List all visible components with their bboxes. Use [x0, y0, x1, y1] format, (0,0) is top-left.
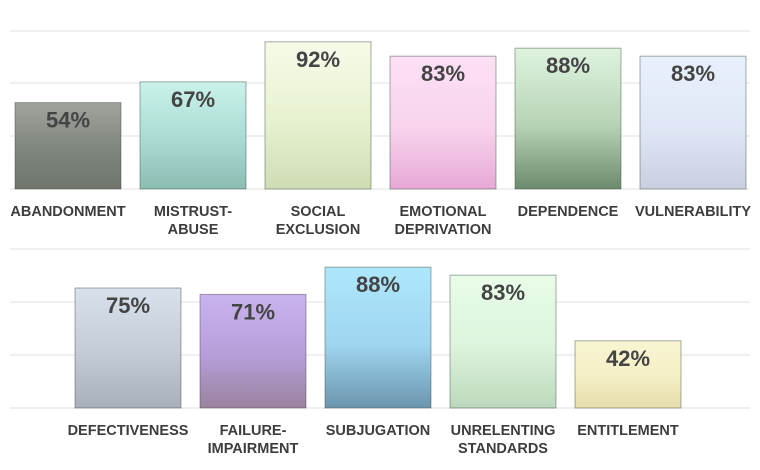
bar-value-label: 83%: [671, 61, 715, 86]
bar: [199, 293, 307, 409]
chart-panel-bottom: 75% DEFECTIVENESS 71% FAILURE-IMPAIRMENT 88%…: [10, 248, 750, 457]
category-label: ABANDONMENT: [10, 204, 125, 220]
bar: [574, 340, 682, 409]
category-label: VULNERABILITY: [635, 204, 751, 220]
bar-value-label: 75%: [106, 293, 150, 318]
bar: [324, 266, 432, 409]
bar-value-label: 71%: [231, 299, 275, 324]
bar: [389, 55, 497, 190]
category-label: EMOTIONAL DEPRIVATION: [395, 204, 492, 238]
bar: [639, 55, 747, 190]
bar-value-label: 67%: [171, 87, 215, 112]
bar-value-label: 83%: [481, 280, 525, 305]
chart-panel-top: 54% ABANDONMENT 67% MISTRUST-ABUSE 92% SOCIAL…: [10, 30, 751, 238]
bar: [139, 81, 247, 190]
bar-value-label: 88%: [546, 53, 590, 78]
bar-value-label: 92%: [296, 47, 340, 72]
category-label: FAILURE-IMPAIRMENT: [208, 423, 299, 457]
category-label: UNRELENTING STANDARDS: [451, 423, 556, 457]
category-label: DEPENDENCE: [518, 204, 619, 220]
bar: [264, 41, 372, 190]
bar-value-label: 83%: [421, 61, 465, 86]
bar: [514, 47, 622, 190]
bar: [14, 102, 122, 190]
bar-value-label: 42%: [606, 346, 650, 371]
category-label: SOCIAL EXCLUSION: [276, 204, 361, 238]
bar-value-label: 54%: [46, 108, 90, 133]
bar: [74, 287, 182, 409]
bar-value-label: 88%: [356, 272, 400, 297]
bar: [449, 274, 557, 409]
category-label: DEFECTIVENESS: [68, 423, 189, 439]
category-label: ENTITLEMENT: [577, 423, 679, 439]
category-label: MISTRUST-ABUSE: [154, 204, 232, 238]
category-label: SUBJUGATION: [326, 423, 430, 439]
